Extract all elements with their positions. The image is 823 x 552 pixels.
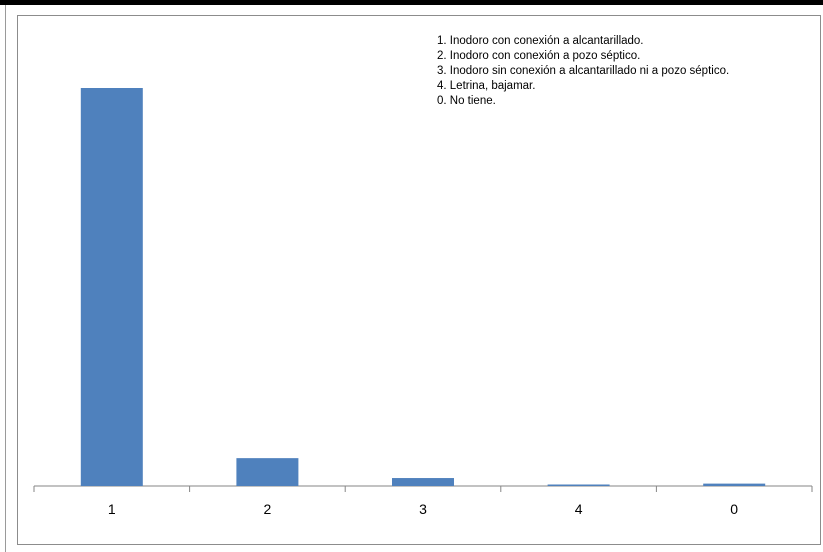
x-tick-label-1: 1: [108, 501, 116, 517]
bar-4: [547, 484, 610, 486]
legend-entry-2: 2. Inodoro con conexión a pozo séptico.: [437, 50, 641, 62]
chart-legend: 1. Inodoro con conexión a alcantarillado…: [437, 34, 729, 109]
x-tick-label-0: 0: [730, 501, 738, 517]
window-top-bar: [0, 0, 823, 5]
bar-0: [703, 483, 766, 486]
legend-entry-3: 3. Inodoro sin conexión a alcantarillado…: [437, 65, 730, 77]
x-tick-label-3: 3: [419, 501, 427, 517]
legend-entry-0: 0. No tiene.: [437, 95, 496, 107]
bar-3: [392, 478, 454, 486]
bar-1: [80, 88, 143, 486]
x-tick-label-2: 2: [264, 501, 272, 517]
window-left-edge: [0, 5, 6, 552]
legend-entry-4: 4. Letrina, bajamar.: [437, 80, 536, 92]
x-tick-label-4: 4: [575, 501, 583, 517]
legend-entry-1: 1. Inodoro con conexión a alcantarillado…: [437, 35, 644, 47]
bar-2: [236, 458, 299, 486]
chart-frame: [17, 15, 821, 545]
